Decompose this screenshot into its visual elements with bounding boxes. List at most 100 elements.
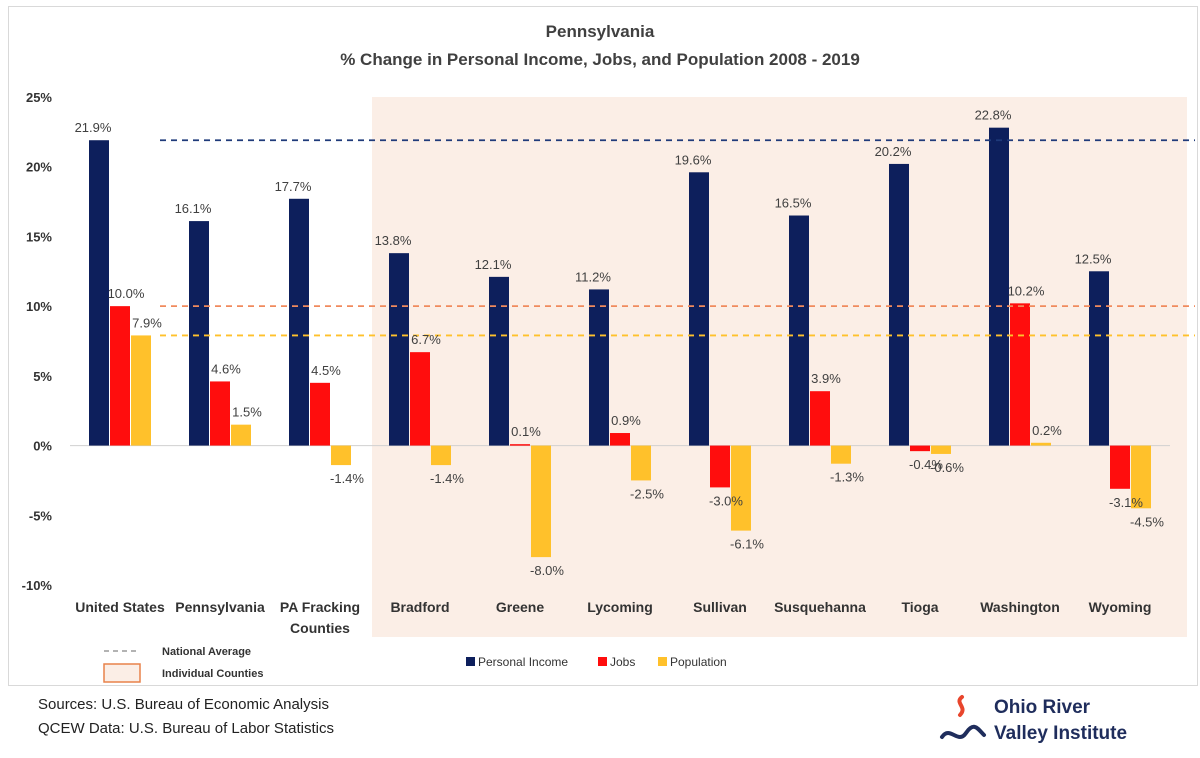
- legend-swatch-population: [658, 657, 667, 666]
- data-label: -3.0%: [709, 493, 743, 508]
- river-logo-icon: [940, 695, 986, 739]
- data-label: -6.1%: [730, 537, 764, 552]
- individual-counties-key-swatch: [103, 663, 141, 683]
- data-label: -2.5%: [630, 486, 664, 501]
- bar-personal-income: [289, 198, 309, 446]
- data-label: 0.2%: [1032, 423, 1062, 438]
- data-label: 0.9%: [611, 413, 641, 428]
- data-label: -4.5%: [1130, 514, 1164, 529]
- bar-jobs: [710, 445, 730, 488]
- data-label: -3.1%: [1109, 495, 1143, 510]
- y-tick-label: 15%: [26, 229, 52, 244]
- data-label: 11.2%: [575, 269, 611, 284]
- bar-jobs: [910, 445, 930, 452]
- bar-jobs: [410, 352, 430, 446]
- data-label: 6.7%: [411, 332, 441, 347]
- bar-personal-income: [389, 253, 409, 446]
- data-label: 16.1%: [175, 201, 212, 216]
- category-label: Tioga: [901, 599, 938, 615]
- category-label: PA Fracking: [280, 599, 360, 615]
- bar-population: [1031, 442, 1051, 446]
- bar-population: [231, 424, 251, 446]
- bar-personal-income: [1089, 271, 1109, 446]
- category-label: Bradford: [390, 599, 449, 615]
- data-label: 12.5%: [1075, 251, 1112, 266]
- data-label: -8.0%: [530, 563, 564, 578]
- bar-personal-income: [889, 163, 909, 446]
- legend-label: Personal Income: [478, 655, 568, 669]
- y-tick-label: -10%: [22, 578, 53, 593]
- bar-personal-income: [989, 127, 1009, 446]
- bar-jobs: [810, 391, 830, 446]
- category-label: Washington: [980, 599, 1060, 615]
- bar-population: [331, 445, 351, 466]
- bar-population: [731, 445, 751, 531]
- logo-text-line-2: Valley Institute: [994, 723, 1128, 744]
- data-label: 22.8%: [975, 108, 1012, 123]
- ohio-river-valley-institute-logo: Ohio River Valley Institute: [938, 693, 1178, 753]
- bar-population: [631, 445, 651, 481]
- national-average-key-label: National Average: [162, 646, 251, 658]
- category-label: Wyoming: [1089, 599, 1152, 615]
- bar-jobs: [1110, 445, 1130, 489]
- bar-population: [1131, 445, 1151, 509]
- bar-population: [431, 445, 451, 466]
- data-label: -0.4%: [909, 457, 943, 472]
- bar-personal-income: [189, 221, 209, 446]
- bar-personal-income: [689, 172, 709, 446]
- data-label: 10.2%: [1008, 283, 1045, 298]
- y-tick-label: 20%: [26, 160, 52, 175]
- bar-personal-income: [589, 289, 609, 446]
- data-label: 16.5%: [775, 196, 812, 211]
- data-label: 10.0%: [108, 286, 145, 301]
- y-tick-label: -5%: [29, 508, 53, 523]
- data-label: 3.9%: [811, 371, 841, 386]
- y-tick-label: 0%: [33, 439, 52, 454]
- data-label: -1.4%: [430, 471, 464, 486]
- data-label: 19.6%: [675, 152, 712, 167]
- data-label: -1.3%: [830, 470, 864, 485]
- category-label: Pennsylvania: [175, 599, 265, 615]
- bar-jobs: [110, 306, 130, 446]
- category-label: Greene: [496, 599, 544, 615]
- data-label: 4.5%: [311, 363, 341, 378]
- data-label: -0.6%: [930, 460, 964, 475]
- category-label: United States: [75, 599, 165, 615]
- category-label: Lycoming: [587, 599, 653, 615]
- data-label: 4.6%: [211, 361, 241, 376]
- bar-jobs: [210, 381, 230, 446]
- y-tick-label: 25%: [26, 90, 52, 105]
- bar-jobs: [510, 444, 530, 446]
- bar-jobs: [610, 433, 630, 446]
- category-label: Susquehanna: [774, 599, 866, 615]
- category-label: Counties: [290, 620, 350, 636]
- data-label: 7.9%: [132, 315, 162, 330]
- bar-jobs: [310, 382, 330, 446]
- data-label: 21.9%: [75, 120, 112, 135]
- bar-personal-income: [789, 215, 809, 446]
- legend-swatch-jobs: [598, 657, 607, 666]
- y-tick-label: 10%: [26, 299, 52, 314]
- bar-population: [831, 445, 851, 464]
- chart-subtitle: % Change in Personal Income, Jobs, and P…: [340, 50, 860, 69]
- legend-swatch-personal-income: [466, 657, 475, 666]
- data-label: 12.1%: [475, 257, 512, 272]
- bar-population: [931, 445, 951, 454]
- data-label: 0.1%: [511, 424, 541, 439]
- legend-label: Population: [670, 655, 727, 669]
- bar-personal-income: [89, 140, 109, 446]
- data-label: 1.5%: [232, 405, 262, 420]
- individual-counties-key-label: Individual Counties: [162, 668, 263, 680]
- legend-label: Jobs: [610, 655, 635, 669]
- data-label: 20.2%: [875, 144, 912, 159]
- bar-population: [531, 445, 551, 558]
- bar-jobs: [1010, 303, 1030, 446]
- data-label: 17.7%: [275, 179, 312, 194]
- chart-title: Pennsylvania: [546, 22, 655, 41]
- data-label: -1.4%: [330, 471, 364, 486]
- sources-line-2: QCEW Data: U.S. Bureau of Labor Statisti…: [38, 720, 334, 737]
- sources-line-1: Sources: U.S. Bureau of Economic Analysi…: [38, 696, 329, 713]
- bar-population: [131, 335, 151, 446]
- logo-text-line-1: Ohio River: [994, 697, 1091, 718]
